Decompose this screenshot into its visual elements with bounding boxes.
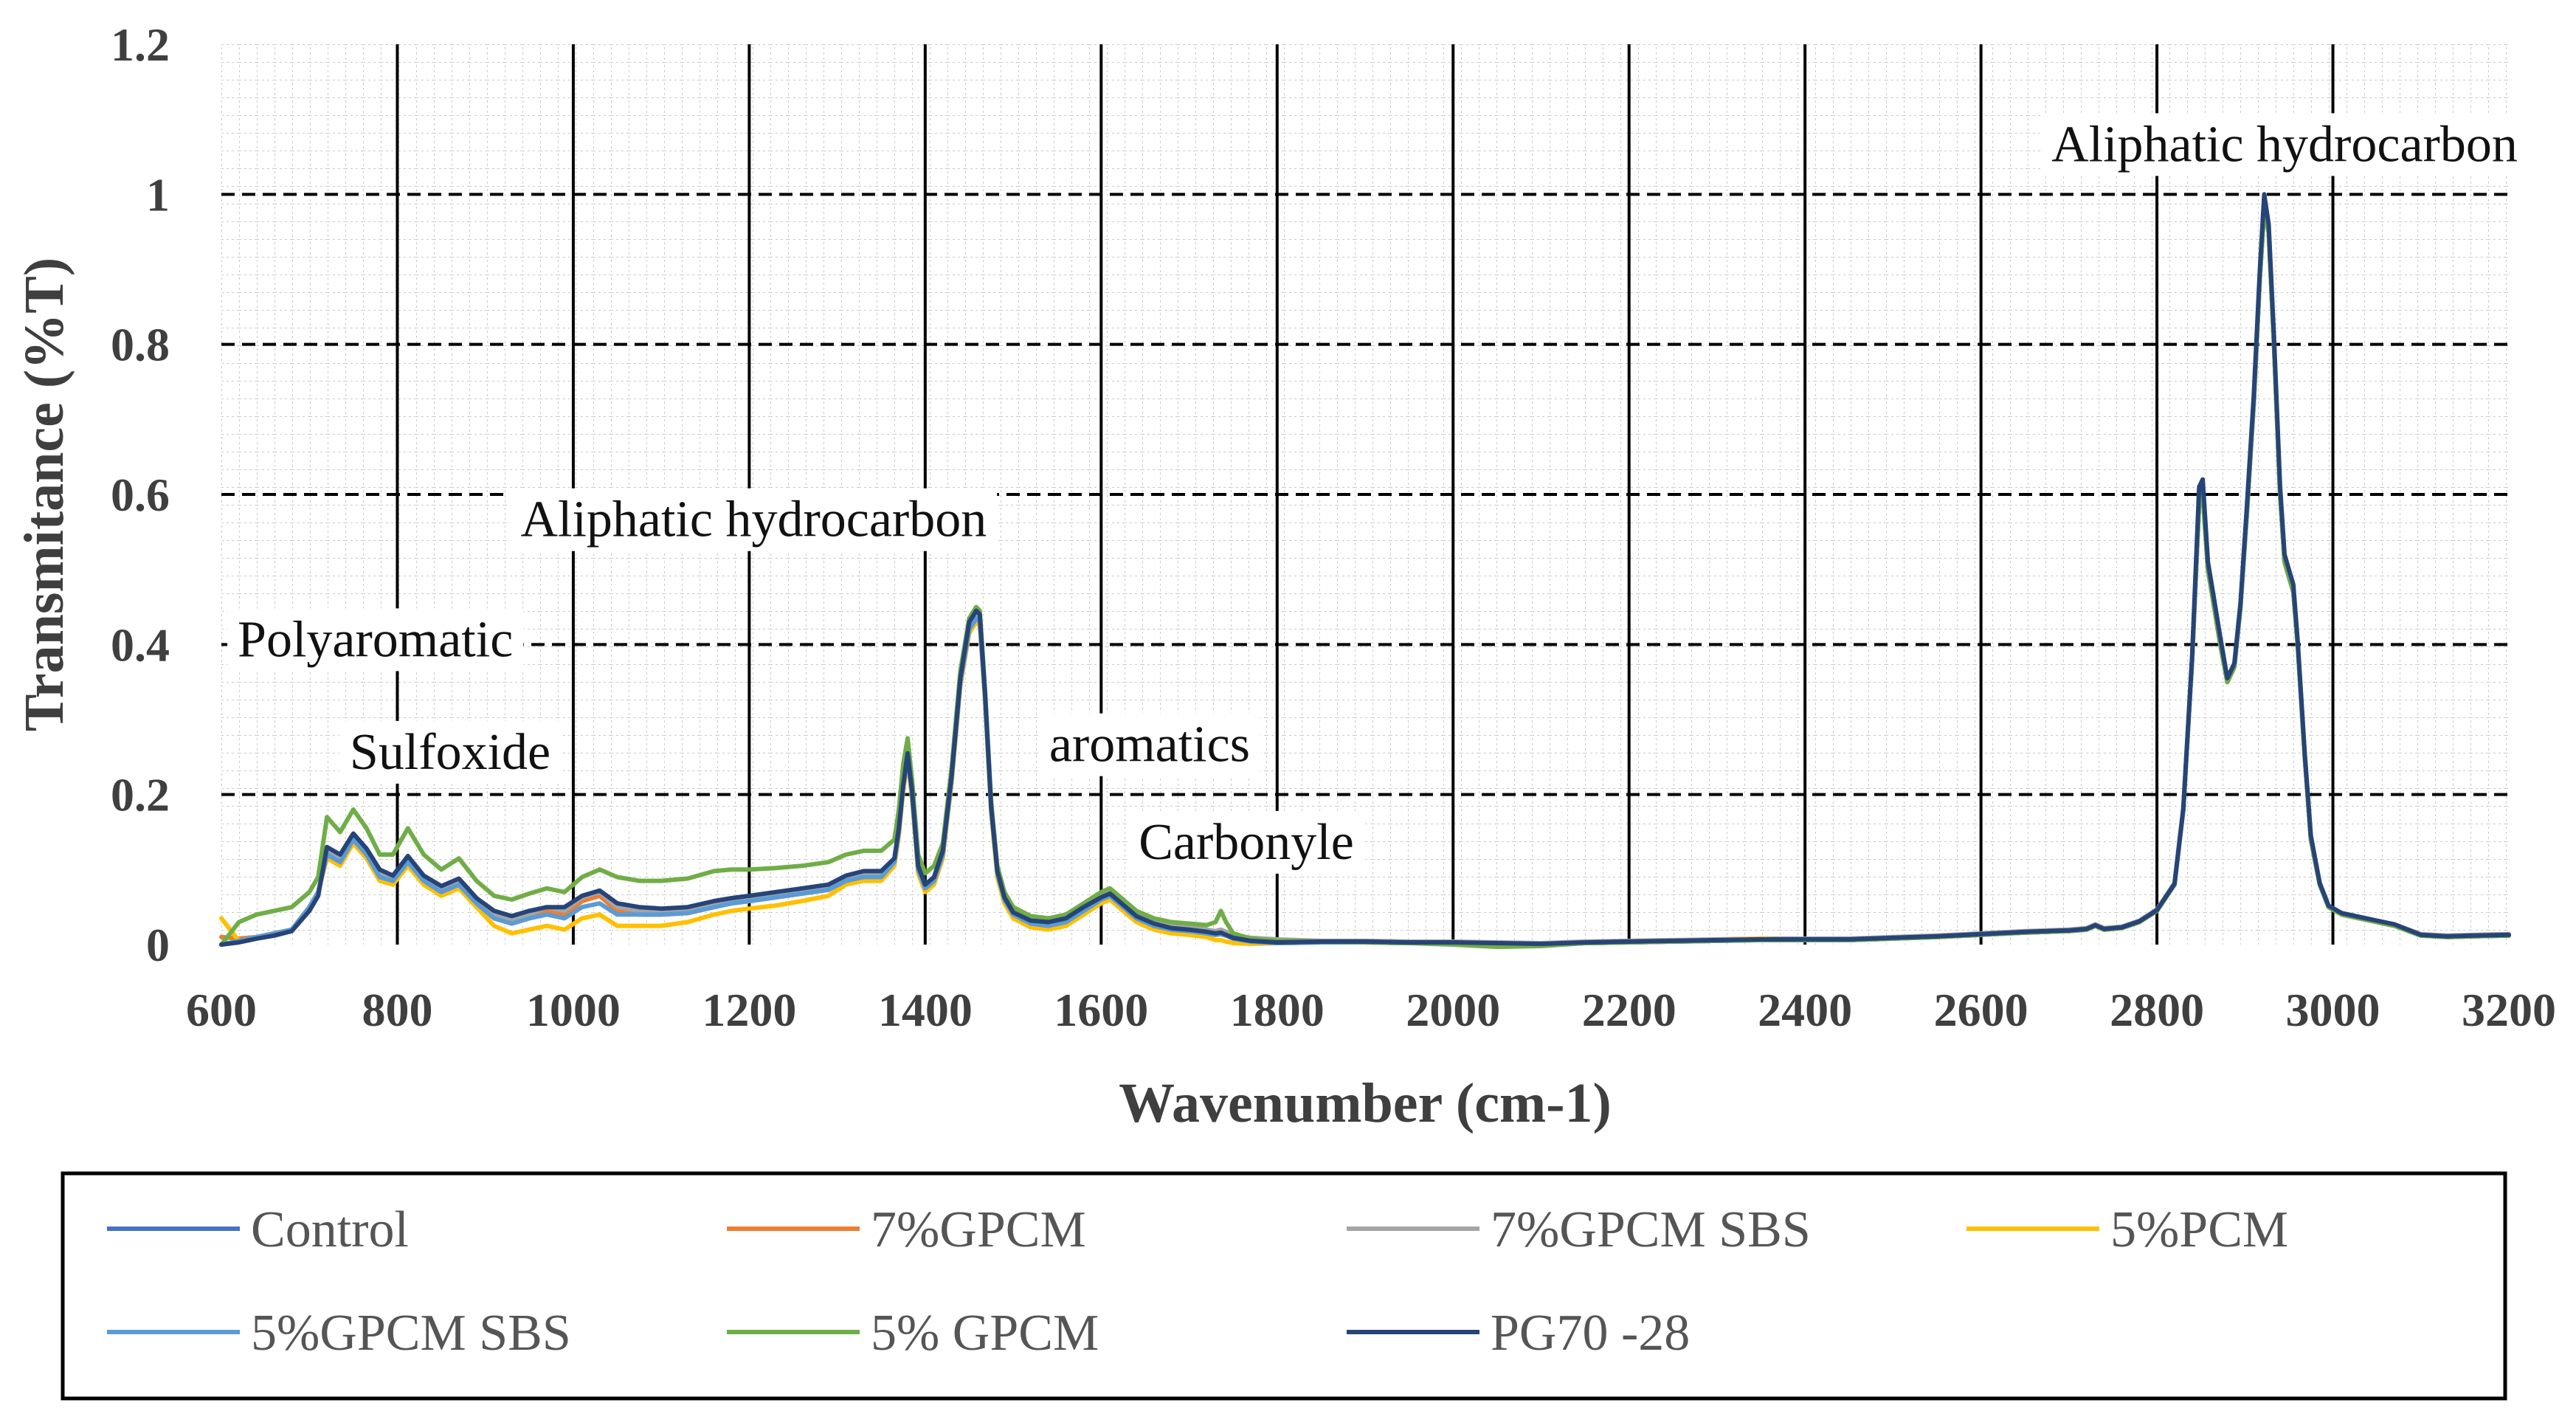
x-tick-label: 800 [362,984,432,1036]
annotation-3: aromatics [1038,713,1260,776]
x-tick-label: 1800 [1230,984,1325,1036]
x-tick-label: 2200 [1582,984,1677,1036]
legend-label: 5%GPCM SBS [251,1305,571,1362]
legend-item: 5%GPCM SBS [107,1305,571,1362]
annotation-label: Polyaromatic [238,611,513,668]
annotation-0: Polyaromatic [227,608,524,672]
annotation-label: Sulfoxide [350,724,550,781]
annotation-label: aromatics [1049,717,1250,773]
x-tick-label: 2600 [1934,984,2028,1036]
x-tick-label: 1200 [702,984,796,1036]
y-tick-label: 1.2 [111,18,170,71]
legend-label: 7%GPCM [871,1201,1086,1258]
legend-label: PG70 -28 [1491,1305,1690,1362]
y-axis-title: Transmitance (%T) [13,258,75,731]
legend-label: 5% GPCM [871,1305,1099,1362]
annotation-label: Aliphatic hydrocarbon [520,491,987,548]
annotation-box [510,488,998,551]
annotation-4: Carbonyle [1128,810,1364,874]
annotation-label: Carbonyle [1139,814,1354,871]
x-tick-label: 1000 [526,984,621,1036]
series-lines [219,192,2511,949]
legend-item: 7%GPCM SBS [1347,1201,1811,1258]
y-tick-label: 0.6 [111,469,170,521]
annotation-box [1038,713,1260,776]
annotation-box [227,608,524,672]
legend: Control 7%GPCM 7%GPCM SBS 5%PCM 5%GPCM SBS 5%… [61,1171,2507,1401]
legend-item: 7%GPCM [727,1201,1086,1258]
y-tick-label: 0.8 [111,319,170,371]
x-tick-label: 2400 [1758,984,1852,1036]
x-tick-label: 600 [186,984,257,1036]
x-tick-label: 1600 [1054,984,1148,1036]
legend-item: Control [107,1201,409,1258]
legend-label: Control [251,1201,409,1258]
annotation-box [2041,113,2528,176]
annotation-box [1128,810,1364,874]
series-line-6 [219,192,2511,947]
annotation-5: Aliphatic hydrocarbon [2041,113,2528,176]
x-tick-label: 2000 [1406,984,1500,1036]
y-tick-label: 1 [146,168,170,221]
annotations: Polyaromatic Sulfoxide Aliphatic hydrocarb… [227,113,2528,874]
legend-label: 7%GPCM SBS [1491,1201,1811,1258]
legend-item: 5%PCM [1966,1201,2288,1258]
axis-titles: Wavenumber (cm-1) Transmitance (%T) [13,258,1612,1134]
annotation-label: Aliphatic hydrocarbon [2051,116,2518,173]
legend-item: 5% GPCM [727,1305,1099,1362]
tick-labels: 600 800 1000 1200 1400 1600 1800 2000 2200 2400 26… [111,18,2556,1036]
annotation-2: Aliphatic hydrocarbon [510,488,998,551]
y-tick-label: 0 [146,919,170,971]
y-tick-label: 0.2 [111,769,170,821]
y-tick-label: 0.4 [111,618,170,671]
legend-box [61,1171,2507,1401]
x-tick-label: 3000 [2286,984,2380,1036]
legend-label: 5%PCM [2110,1201,2288,1258]
x-tick-label: 1400 [878,984,973,1036]
grid [221,44,2509,945]
x-tick-label: 2800 [2110,984,2204,1036]
legend-item: PG70 -28 [1347,1305,1690,1362]
x-tick-label: 3200 [2462,984,2556,1036]
x-axis-title: Wavenumber (cm-1) [1119,1072,1612,1134]
annotation-1: Sulfoxide [339,720,562,784]
annotation-box [339,720,562,784]
